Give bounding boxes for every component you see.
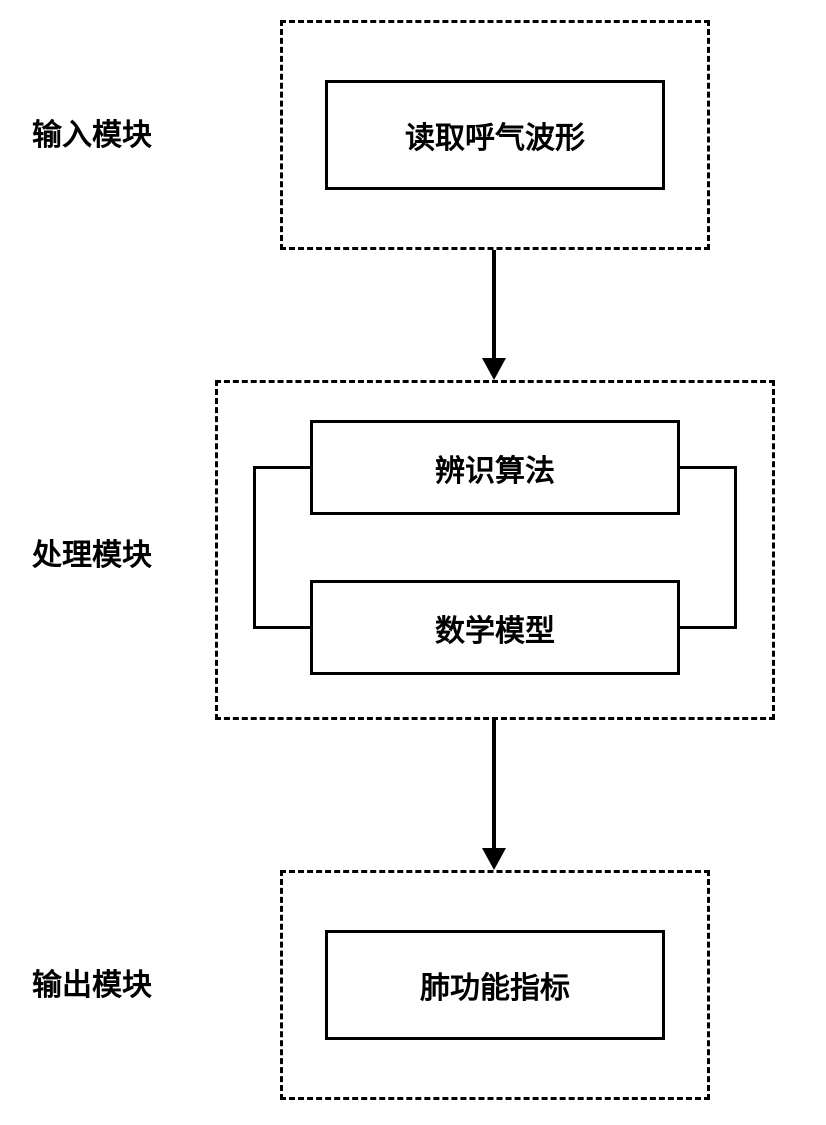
math-model-text: 数学模型 bbox=[435, 606, 555, 650]
read-waveform-text: 读取呼气波形 bbox=[405, 113, 585, 157]
math-model-box: 数学模型 bbox=[310, 580, 680, 675]
lung-function-index-box: 肺功能指标 bbox=[325, 930, 665, 1040]
right-connector-bottom bbox=[680, 626, 737, 629]
right-connector-top bbox=[680, 466, 737, 469]
arrow-1-line bbox=[492, 250, 496, 360]
lung-function-index-text: 肺功能指标 bbox=[420, 963, 570, 1007]
input-module-label: 输入模块 bbox=[32, 110, 152, 154]
left-connector-vertical bbox=[253, 466, 256, 629]
identification-algorithm-text: 辨识算法 bbox=[435, 446, 555, 490]
arrow-2-head bbox=[482, 848, 506, 870]
output-module-label: 输出模块 bbox=[32, 960, 152, 1004]
right-connector-vertical bbox=[734, 466, 737, 629]
left-connector-bottom bbox=[253, 626, 310, 629]
arrow-1-head bbox=[482, 358, 506, 380]
processing-module-label: 处理模块 bbox=[32, 530, 152, 574]
identification-algorithm-box: 辨识算法 bbox=[310, 420, 680, 515]
read-waveform-box: 读取呼气波形 bbox=[325, 80, 665, 190]
arrow-2-line bbox=[492, 720, 496, 850]
left-connector-top bbox=[253, 466, 310, 469]
